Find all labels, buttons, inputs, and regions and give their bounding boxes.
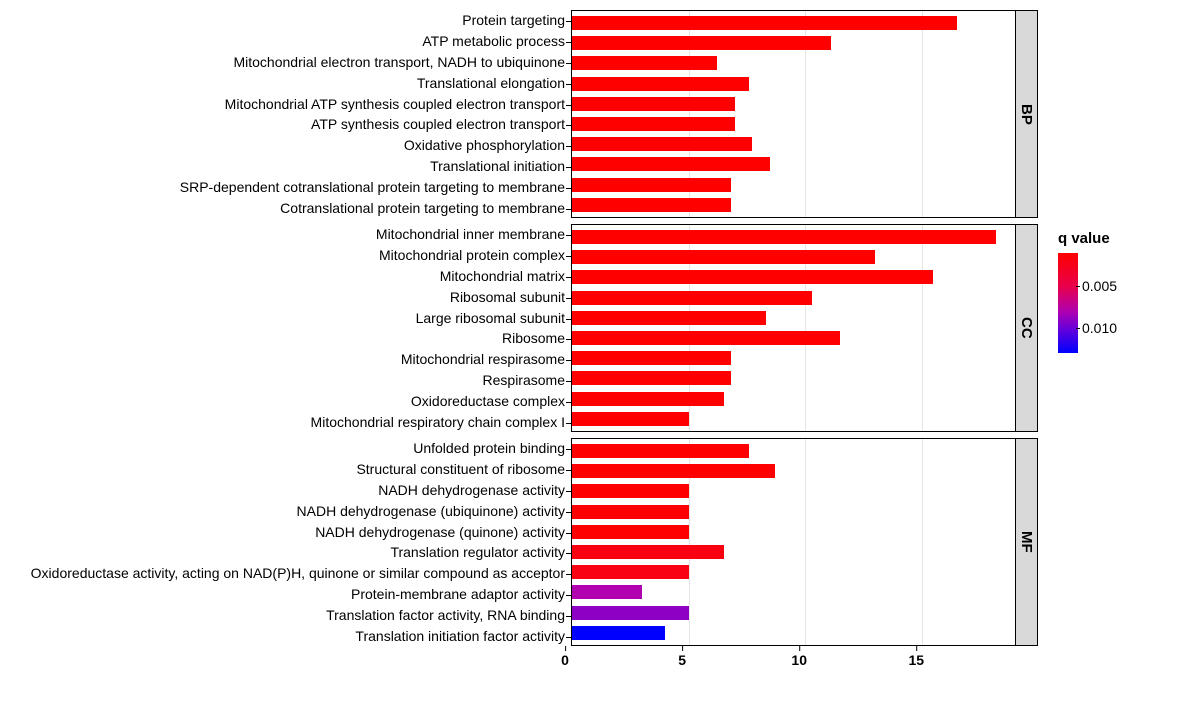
bar	[572, 565, 689, 579]
bar	[572, 392, 724, 406]
x-tick: 15	[909, 652, 925, 668]
bar	[572, 56, 717, 70]
bar	[572, 444, 749, 458]
category-label: ATP metabolic process	[10, 34, 565, 48]
x-axis: 051015	[565, 652, 1010, 678]
bar	[572, 505, 689, 519]
bar	[572, 137, 752, 151]
category-label: Mitochondrial inner membrane	[10, 227, 565, 241]
bar	[572, 464, 775, 478]
category-label: Protein targeting	[10, 13, 565, 27]
bar	[572, 250, 875, 264]
plot-panel	[571, 10, 1016, 218]
bar	[572, 484, 689, 498]
bar	[572, 606, 689, 620]
category-label: Oxidoreductase activity, acting on NAD(P…	[10, 566, 565, 580]
category-label: Mitochondrial matrix	[10, 269, 565, 283]
bar	[572, 97, 735, 111]
category-label: Oxidoreductase complex	[10, 394, 565, 408]
plot-panel	[571, 224, 1016, 432]
legend-title: q value	[1058, 230, 1110, 247]
bar	[572, 351, 731, 365]
x-tick: 5	[678, 652, 686, 668]
facet-strip: MF	[1016, 438, 1038, 646]
bar	[572, 585, 642, 599]
category-label: Large ribosomal subunit	[10, 311, 565, 325]
category-label: NADH dehydrogenase (ubiquinone) activity	[10, 504, 565, 518]
category-label: Protein-membrane adaptor activity	[10, 587, 565, 601]
category-label: Respirasome	[10, 373, 565, 387]
bar	[572, 36, 831, 50]
category-label: Oxidative phosphorylation	[10, 138, 565, 152]
x-tick: 0	[561, 652, 569, 668]
x-tick: 10	[791, 652, 807, 668]
go-enrichment-chart: Protein targeting ATP metabolic process Mi…	[10, 10, 1190, 678]
category-label: SRP-dependent cotranslational protein ta…	[10, 180, 565, 194]
bar	[572, 198, 731, 212]
category-label: Mitochondrial respiratory chain complex …	[10, 415, 565, 429]
bar	[572, 178, 731, 192]
legend-tick: 0.010	[1082, 320, 1117, 336]
bar	[572, 270, 933, 284]
legend-colorbar	[1058, 253, 1078, 353]
bar	[572, 525, 689, 539]
category-label: Unfolded protein binding	[10, 441, 565, 455]
category-label: Mitochondrial electron transport, NADH t…	[10, 55, 565, 69]
category-labels: Unfolded protein binding Structural const…	[10, 438, 571, 646]
category-label: Mitochondrial ATP synthesis coupled elec…	[10, 97, 565, 111]
bar	[572, 230, 996, 244]
category-labels: Mitochondrial inner membrane Mitochondria…	[10, 224, 571, 432]
category-label: Mitochondrial protein complex	[10, 248, 565, 262]
facet-strip: BP	[1016, 10, 1038, 218]
category-label: Ribosomal subunit	[10, 290, 565, 304]
facet-panels: Protein targeting ATP metabolic process Mi…	[10, 10, 1038, 678]
bar	[572, 117, 735, 131]
bar	[572, 77, 749, 91]
category-label: ATP synthesis coupled electron transport	[10, 117, 565, 131]
facet-strip: CC	[1016, 224, 1038, 432]
category-label: Translation initiation factor activity	[10, 629, 565, 643]
bar	[572, 545, 724, 559]
category-label: Translational initiation	[10, 159, 565, 173]
bar	[572, 157, 770, 171]
bar	[572, 16, 957, 30]
category-label: Translation regulator activity	[10, 545, 565, 559]
category-label: Cotranslational protein targeting to mem…	[10, 201, 565, 215]
bar	[572, 412, 689, 426]
legend-tick: 0.005	[1082, 278, 1117, 294]
category-label: Translational elongation	[10, 76, 565, 90]
bar	[572, 331, 840, 345]
plot-panel	[571, 438, 1016, 646]
category-label: Ribosome	[10, 331, 565, 345]
category-label: NADH dehydrogenase activity	[10, 483, 565, 497]
category-label: Mitochondrial respirasome	[10, 352, 565, 366]
qvalue-legend: q value 0.0050.010	[1058, 230, 1110, 353]
bar	[572, 291, 812, 305]
bar	[572, 626, 665, 640]
category-label: NADH dehydrogenase (quinone) activity	[10, 525, 565, 539]
bar	[572, 311, 766, 325]
category-label: Translation factor activity, RNA binding	[10, 608, 565, 622]
category-label: Structural constituent of ribosome	[10, 462, 565, 476]
category-labels: Protein targeting ATP metabolic process Mi…	[10, 10, 571, 218]
bar	[572, 371, 731, 385]
